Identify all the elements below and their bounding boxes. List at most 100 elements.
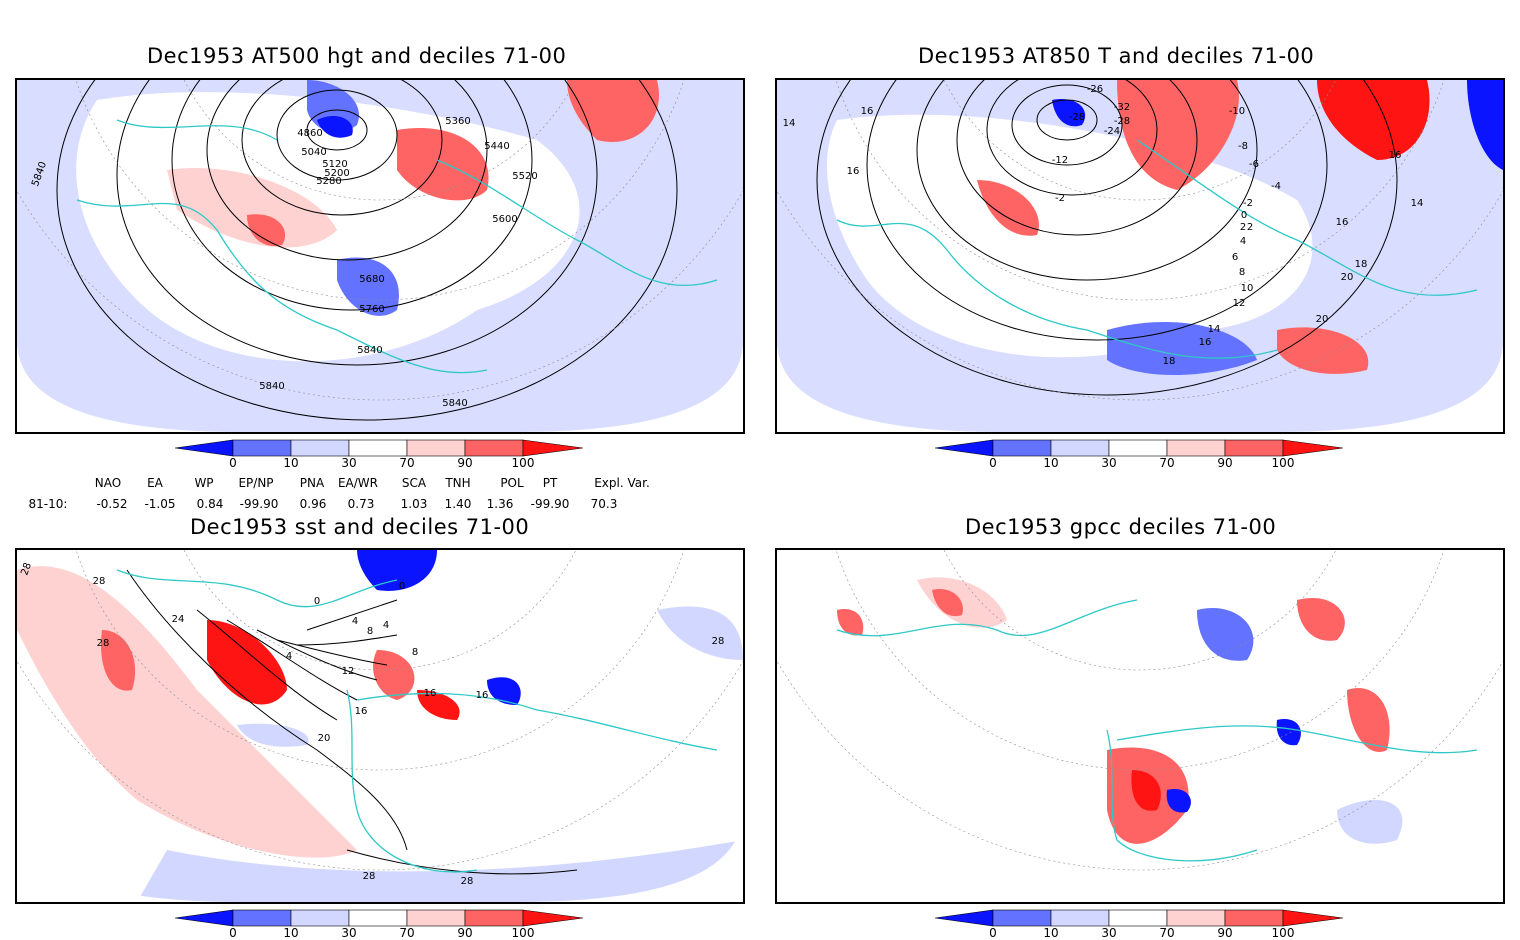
colorbar-label: 30: [1101, 926, 1117, 940]
contour-label: 5840: [259, 381, 284, 392]
map-panel-t850: -26 -32 -28 -24 -12 -2 2 4 6 8 10 12 14 …: [775, 78, 1505, 434]
colorbar-labels-top-right: 0 10 30 70 90 100: [935, 456, 1355, 472]
contour-label: 24: [172, 614, 185, 625]
coastlines: [836, 599, 1478, 862]
contour-label: 16: [476, 690, 489, 701]
colorbar-segment: [1166, 439, 1226, 457]
coastlines: [116, 569, 718, 873]
colorbar-segment: [464, 909, 524, 927]
anomaly-area: [1197, 608, 1254, 661]
colorbar-segment: [406, 439, 466, 457]
colorbar-segment: [1224, 909, 1284, 927]
colorbar-bottom-left: [175, 909, 584, 927]
anomaly-area: [657, 606, 743, 660]
index-value: -0.52: [96, 497, 128, 511]
anomaly-area: [487, 677, 521, 705]
map-panel-sst: 28 28 24 28 4 8 12 16 16 16 20 28 28 28 …: [15, 548, 745, 904]
contour-label: 5840: [357, 345, 382, 356]
contour-label: 28: [712, 636, 725, 647]
contour-label: 16: [861, 106, 874, 117]
index-value-row: 81-10: -0.52 -1.05 0.84 -99.90 0.96 0.73…: [0, 497, 700, 513]
anomaly-area: [1107, 321, 1257, 375]
anomaly-area: [373, 650, 415, 700]
contour-label: 4: [352, 616, 358, 627]
contour-label: -26: [1087, 84, 1103, 95]
index-value: 0.84: [196, 497, 224, 511]
graticule: [777, 80, 1503, 401]
index-header-row: NAO EA WP EP/NP PNA EA/WR SCA TNH POL PT…: [0, 476, 700, 492]
index-value: -99.90: [239, 497, 279, 511]
index-header: POL: [500, 476, 524, 490]
colorbar-label: 10: [1043, 926, 1059, 940]
colorbar-label: 10: [283, 926, 299, 940]
colorbar-segment: [175, 909, 234, 927]
colorbar-segment: [1282, 909, 1344, 927]
anomaly-area: [397, 128, 489, 201]
contour-label: 5680: [359, 274, 384, 285]
contour-label: 2: [1247, 222, 1253, 233]
index-value: 70.3: [590, 497, 618, 511]
contour-label: 16: [424, 688, 437, 699]
contour-label: 8: [1239, 267, 1245, 278]
anomaly-area: [567, 80, 659, 142]
colorbar-label: 0: [229, 456, 237, 470]
colorbar-label: 100: [1271, 456, 1295, 470]
contour-label: 0: [399, 581, 405, 592]
colorbar-top-left: [175, 439, 584, 457]
contour-labels: 28 28 24 28 4 8 12 16 16 16 20 28 28 28 …: [19, 561, 724, 887]
index-value: -99.90: [530, 497, 570, 511]
colorbar-segment: [290, 439, 350, 457]
colorbar-label: 90: [457, 926, 473, 940]
colorbar-segment: [232, 439, 292, 457]
contour-label: 12: [342, 666, 355, 677]
colorbar-segment: [348, 909, 408, 927]
contour-label: -2: [1243, 198, 1253, 209]
anomaly-area: [417, 690, 460, 720]
colorbar-labels-top-left: 0 10 30 70 90 100: [175, 456, 595, 472]
colorbar-label: 90: [1217, 926, 1233, 940]
contour-label: 20: [1316, 314, 1329, 325]
contour-label: 5840: [442, 398, 467, 409]
colorbar-label: 10: [1043, 456, 1059, 470]
map-gpcc: [777, 550, 1503, 902]
panel-title-hgt500: Dec1953 AT500 hgt and deciles 71-00: [147, 44, 567, 68]
contour-label: 16: [1199, 337, 1212, 348]
contour-label: 5440: [484, 141, 509, 152]
colorbar-label: 100: [511, 456, 535, 470]
contour-label: 8: [412, 647, 418, 658]
contour-label: 8: [367, 626, 373, 637]
anomaly-area: [247, 214, 286, 246]
anomaly-area: [932, 589, 963, 617]
contour-label: 4860: [297, 128, 322, 139]
contour-label: 28: [97, 638, 110, 649]
colorbar-label: 90: [457, 456, 473, 470]
colorbar-segment: [406, 909, 466, 927]
contour-label: -32: [1114, 102, 1130, 113]
index-value: 0.96: [299, 497, 327, 511]
graticule: [17, 550, 743, 871]
contour-label: -6: [1249, 159, 1259, 170]
contour-label: 28: [93, 576, 106, 587]
contour-labels: -26 -32 -28 -24 -12 -2 2 4 6 8 10 12 14 …: [783, 84, 1424, 367]
contour-label: 4: [1240, 236, 1246, 247]
contour-label: 5040: [301, 147, 326, 158]
coastlines: [76, 119, 718, 374]
contour-label: 0: [314, 596, 320, 607]
colorbar-label: 90: [1217, 456, 1233, 470]
contour-label: 16: [1336, 217, 1349, 228]
colorbar-labels-bottom-left: 0 10 30 70 90 100: [175, 926, 595, 940]
colorbar-segment: [1108, 439, 1168, 457]
colorbar-label: 70: [1159, 926, 1175, 940]
colorbar-segment: [1050, 909, 1110, 927]
panel-title-t850: Dec1953 AT850 T and deciles 71-00: [918, 44, 1315, 68]
colorbar-labels-bottom-right: 0 10 30 70 90 100: [935, 926, 1355, 940]
contour-label: -28: [1114, 116, 1130, 127]
contour-label: 4: [286, 651, 292, 662]
colorbar-segment: [935, 439, 994, 457]
colorbar-segment: [290, 909, 350, 927]
index-value: 1.36: [486, 497, 514, 511]
colorbar-label: 30: [341, 926, 357, 940]
index-header: PT: [542, 476, 558, 490]
contour-label: 5120: [322, 159, 347, 170]
colorbar-segment: [522, 439, 584, 457]
